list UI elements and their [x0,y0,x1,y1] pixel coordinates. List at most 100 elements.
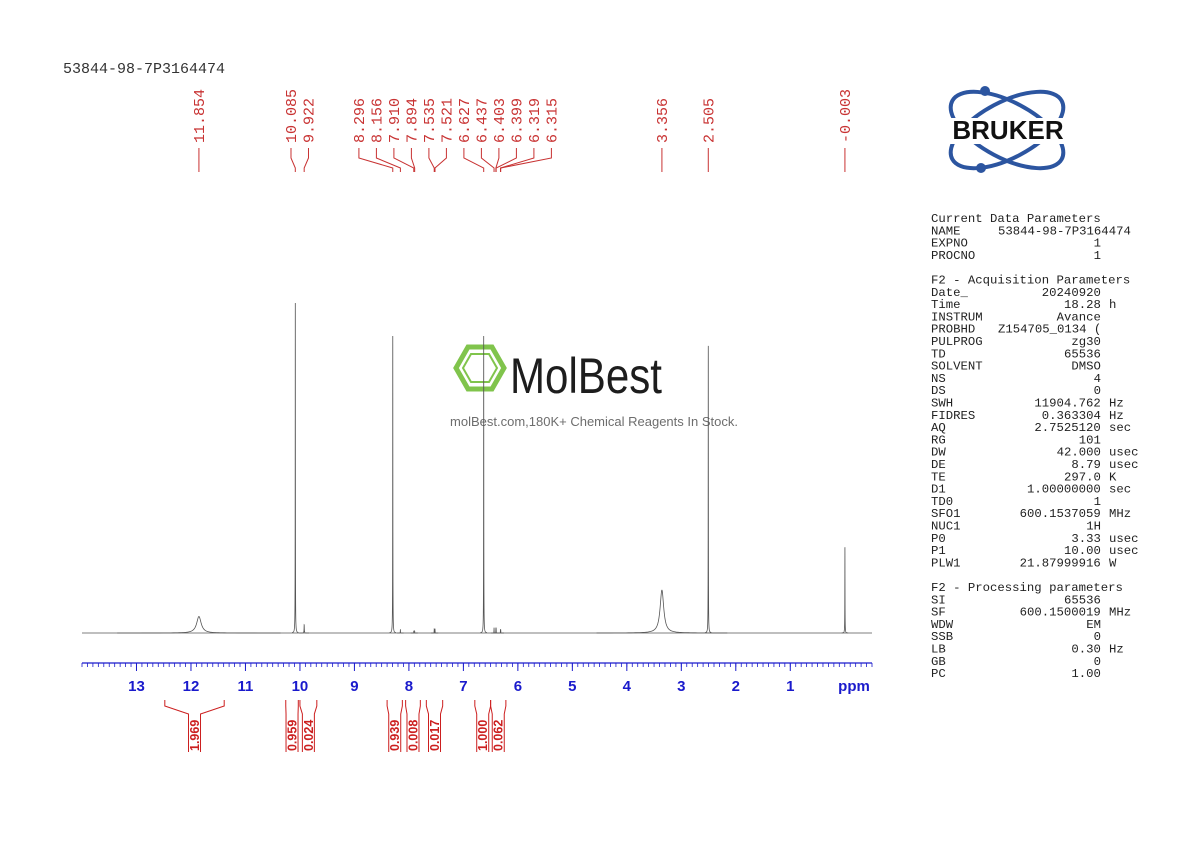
peak-label: 2.505 [701,98,718,143]
param-unit: Hz [1109,409,1124,423]
logo-band [925,118,1091,144]
param-value: DMSO [1071,360,1101,374]
param-value: Z154705_0134 ( [998,323,1101,337]
param-value: EM [1086,618,1101,632]
peak-label-connector [495,148,517,172]
param-value: 1H [1086,520,1101,534]
integral-label: 0.062 [492,720,506,751]
param-key: NUC1 [931,520,961,534]
integral-label: 0.024 [302,720,316,751]
peak [596,589,728,634]
peak-label-connector [428,148,435,172]
param-value: 4 [1094,372,1101,386]
peak-label: -0.003 [838,89,855,143]
integral-label: 1.969 [188,720,202,751]
param-key: SWH [931,397,953,411]
integral-bracket [164,700,225,752]
param-key: NS [931,372,946,386]
peak-label-connector [463,148,485,172]
peak [291,303,299,634]
param-key: PULPROG [931,335,983,349]
x-tick-label: 4 [623,678,632,695]
param-value: 0 [1094,384,1101,398]
param-unit: sec [1109,483,1131,497]
integral-bracket [299,700,318,752]
param-value: 600.1500019 [1020,606,1101,620]
peak-label-connector [375,148,401,172]
x-tick-label: 6 [514,678,522,695]
param-unit: MHz [1109,507,1131,521]
param-key: DS [931,384,946,398]
param-unit: usec [1109,544,1139,558]
watermark-icon-inner [461,353,499,383]
param-unit: usec [1109,446,1139,460]
logo-dot [980,86,990,96]
peak-label-connector [303,148,309,172]
peak [841,547,849,634]
param-key: PLW1 [931,556,961,570]
param-value: 600.1537059 [1020,507,1101,521]
watermark: MolBest molBest.com,180K+ Chemical Reage… [450,344,738,429]
peak-label: 11.854 [192,89,209,143]
param-value: 65536 [1064,347,1101,361]
param-value: 42.000 [1057,446,1101,460]
peak-label: 6.403 [492,98,509,143]
peak [497,629,504,634]
param-value: 21.87999916 [1020,556,1101,570]
peak-label: 8.156 [369,98,386,143]
peak [704,345,712,634]
peak-label-connector [434,148,447,172]
param-value: 1 [1094,495,1101,509]
peak-label-connector [480,148,495,172]
param-key: SF [931,606,946,620]
peak-label-connector [500,148,552,172]
param-value: 1 [1094,249,1101,263]
peak-label-connector [290,148,296,172]
peak-label: 6.319 [527,98,544,143]
peak-label: 3.356 [655,98,672,143]
peak-label: 9.922 [301,98,318,143]
watermark-name: MolBest [510,348,662,404]
param-key: SI [931,593,946,607]
param-value: 0 [1094,630,1101,644]
peak-label: 6.627 [457,98,474,143]
param-key: D1 [931,483,946,497]
x-tick-label: 2 [732,678,740,695]
logo-text: BRUKER [952,115,1063,145]
param-key: SSB [931,630,953,644]
peak-label: 6.315 [544,98,561,143]
integral-label: 1.000 [476,720,490,751]
param-key: AQ [931,421,946,435]
peak [299,623,310,634]
param-key: P1 [931,544,946,558]
param-key: P0 [931,532,946,546]
param-key: GB [931,655,946,669]
peak [397,629,404,634]
param-value: 3.33 [1071,532,1101,546]
peak-label: 7.910 [387,98,404,143]
param-value: 0.30 [1071,643,1101,657]
x-tick-label: 7 [459,678,467,695]
peak-label: 7.535 [422,98,439,143]
integral-bracket [386,700,403,752]
logo-dot [976,163,986,173]
param-key: SOLVENT [931,360,983,374]
param-value: 0 [1094,655,1101,669]
param-value: 11904.762 [1034,397,1100,411]
x-tick-label: 13 [128,678,145,695]
integral-bracket [405,700,421,752]
param-value: 1 [1094,237,1101,251]
param-key: SFO1 [931,507,961,521]
param-key: DW [931,446,946,460]
logo: BRUKER [925,86,1091,173]
param-key: NAME [931,224,961,238]
param-key: TD0 [931,495,953,509]
peak-label: 7.894 [404,98,421,143]
param-unit: W [1109,556,1117,570]
peak-label: 7.521 [439,98,456,143]
param-key: PROCNO [931,249,975,263]
param-key: INSTRUM [931,310,983,324]
param-value: 53844-98-7P3164474 [998,224,1131,238]
peak-label-connector [358,148,394,172]
